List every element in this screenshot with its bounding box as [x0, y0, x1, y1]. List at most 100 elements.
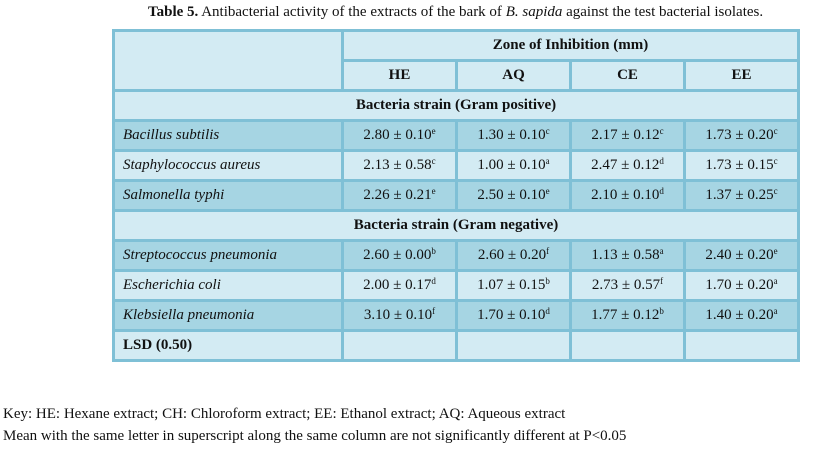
- bacteria-name: Escherichia coli: [112, 269, 344, 302]
- value-cell: 2.80 ± 0.10e: [341, 119, 458, 152]
- significance-letter: c: [545, 126, 550, 136]
- col-header-ce: CE: [569, 59, 686, 92]
- mean-value: 1.70 ± 0.10: [477, 307, 546, 323]
- significance-note: Mean with the same letter in superscript…: [3, 428, 627, 444]
- col-header-he: HE: [341, 59, 458, 92]
- mean-value: 2.73 ± 0.57: [591, 277, 661, 293]
- mean-value: 2.80 ± 0.10: [363, 127, 432, 143]
- mean-value: 1.00 ± 0.10: [477, 157, 546, 173]
- value-cell: 1.77 ± 0.12b: [569, 299, 686, 332]
- mean-value: 1.73 ± 0.15: [705, 157, 774, 173]
- value-cell: 1.70 ± 0.10d: [455, 299, 572, 332]
- value-cell: 2.73 ± 0.57f: [569, 269, 686, 302]
- header-row-group: Zone of Inhibition (mm): [112, 29, 800, 92]
- lsd-cell: [341, 329, 458, 362]
- mean-value: 2.00 ± 0.17: [363, 277, 432, 293]
- significance-letter: e: [431, 186, 436, 196]
- mean-value: 1.40 ± 0.20: [705, 307, 774, 323]
- value-cell: 1.13 ± 0.58a: [569, 239, 686, 272]
- value-cell: 2.50 ± 0.10e: [455, 179, 572, 212]
- significance-letter: e: [431, 126, 436, 136]
- significance-letter: d: [545, 306, 550, 316]
- section-row: Bacteria strain (Gram positive): [112, 89, 800, 122]
- value-cell: 1.40 ± 0.20a: [683, 299, 800, 332]
- significance-letter: f: [432, 306, 436, 316]
- value-cell: 1.37 ± 0.25c: [683, 179, 800, 212]
- bacteria-name: Salmonella typhi: [112, 179, 344, 212]
- significance-letter: d: [659, 186, 664, 196]
- mean-value: 1.70 ± 0.20: [705, 277, 774, 293]
- mean-value: 2.17 ± 0.12: [591, 127, 660, 143]
- significance-letter: a: [545, 156, 550, 166]
- mean-value: 2.13 ± 0.58: [363, 157, 432, 173]
- significance-letter: c: [431, 156, 436, 166]
- value-cell: 3.10 ± 0.10f: [341, 299, 458, 332]
- lsd-row: LSD (0.50): [112, 329, 800, 362]
- mean-value: 1.07 ± 0.15: [477, 277, 546, 293]
- significance-letter: f: [546, 246, 550, 256]
- table-row: Staphylococcus aureus 2.13 ± 0.58c 1.00 ± …: [112, 149, 800, 182]
- col-header-ee: EE: [683, 59, 800, 92]
- header-row-columns: HE AQ CE EE: [113, 59, 800, 92]
- value-cell: 2.00 ± 0.17d: [341, 269, 458, 302]
- value-cell: 1.70 ± 0.20a: [683, 269, 800, 302]
- significance-letter: b: [545, 276, 550, 286]
- mean-value: 2.47 ± 0.12: [591, 157, 660, 173]
- value-cell: 2.47 ± 0.12d: [569, 149, 686, 182]
- key-line: Key: HE: Hexane extract; CH: Chloroform …: [3, 406, 566, 422]
- significance-letter: c: [659, 126, 664, 136]
- mean-value: 2.60 ± 0.00: [363, 247, 432, 263]
- value-cell: 2.40 ± 0.20e: [683, 239, 800, 272]
- lsd-cell: [569, 329, 686, 362]
- bacteria-name: Staphylococcus aureus: [112, 149, 344, 182]
- significance-letter: e: [545, 186, 550, 196]
- significance-letter: d: [431, 276, 436, 286]
- table-row: Escherichia coli 2.00 ± 0.17d 1.07 ± 0.15b…: [112, 269, 800, 302]
- table-caption: Table 5. Antibacterial activity of the e…: [148, 4, 763, 21]
- significance-letter: b: [431, 246, 436, 256]
- bacteria-name: Klebsiella pneumonia: [112, 299, 344, 332]
- section-label: Bacteria strain (Gram positive): [112, 89, 800, 122]
- table-row: Salmonella typhi 2.26 ± 0.21e 2.50 ± 0.10e…: [112, 179, 800, 212]
- mean-value: 1.37 ± 0.25: [705, 187, 774, 203]
- value-cell: 1.30 ± 0.10c: [455, 119, 572, 152]
- significance-letter: c: [773, 186, 778, 196]
- significance-letter: c: [773, 126, 778, 136]
- significance-letter: d: [659, 156, 664, 166]
- lsd-label: LSD (0.50): [112, 329, 344, 362]
- col-header-aq: AQ: [455, 59, 572, 92]
- significance-letter: a: [773, 276, 778, 286]
- significance-letter: b: [659, 306, 664, 316]
- results-table: Zone of Inhibition (mm) HE AQ CE EE Bact…: [112, 29, 800, 362]
- caption-species: B. sapida: [505, 4, 563, 20]
- mean-value: 2.40 ± 0.20: [705, 247, 774, 263]
- table-row: Bacillus subtilis 2.80 ± 0.10e 1.30 ± 0.10…: [112, 119, 800, 152]
- value-cell: 2.26 ± 0.21e: [341, 179, 458, 212]
- zone-header: Zone of Inhibition (mm): [341, 29, 800, 62]
- bacteria-name: Streptococcus pneumonia: [112, 239, 344, 272]
- table-row: Streptococcus pneumonia 2.60 ± 0.00b 2.60 …: [112, 239, 800, 272]
- value-cell: 2.17 ± 0.12c: [569, 119, 686, 152]
- mean-value: 1.77 ± 0.12: [591, 307, 660, 323]
- mean-value: 1.73 ± 0.20: [705, 127, 774, 143]
- value-cell: 2.60 ± 0.20f: [455, 239, 572, 272]
- value-cell: 1.07 ± 0.15b: [455, 269, 572, 302]
- mean-value: 3.10 ± 0.10: [363, 307, 433, 323]
- mean-value: 2.60 ± 0.20: [477, 247, 547, 263]
- mean-value: 1.30 ± 0.10: [477, 127, 546, 143]
- significance-letter: a: [773, 306, 778, 316]
- value-cell: 2.10 ± 0.10d: [569, 179, 686, 212]
- mean-value: 2.10 ± 0.10: [591, 187, 660, 203]
- caption-label: Table 5.: [148, 4, 199, 20]
- bacteria-name: Bacillus subtilis: [112, 119, 344, 152]
- caption-text-end: against the test bacterial isolates.: [562, 4, 764, 20]
- significance-letter: a: [659, 246, 664, 256]
- lsd-cell: [455, 329, 572, 362]
- value-cell: 2.60 ± 0.00b: [341, 239, 458, 272]
- value-cell: 2.13 ± 0.58c: [341, 149, 458, 182]
- lsd-cell: [683, 329, 800, 362]
- significance-letter: e: [773, 246, 778, 256]
- mean-value: 2.26 ± 0.21: [363, 187, 432, 203]
- table-row: Klebsiella pneumonia 3.10 ± 0.10f 1.70 ± 0…: [112, 299, 800, 332]
- value-cell: 1.00 ± 0.10a: [455, 149, 572, 182]
